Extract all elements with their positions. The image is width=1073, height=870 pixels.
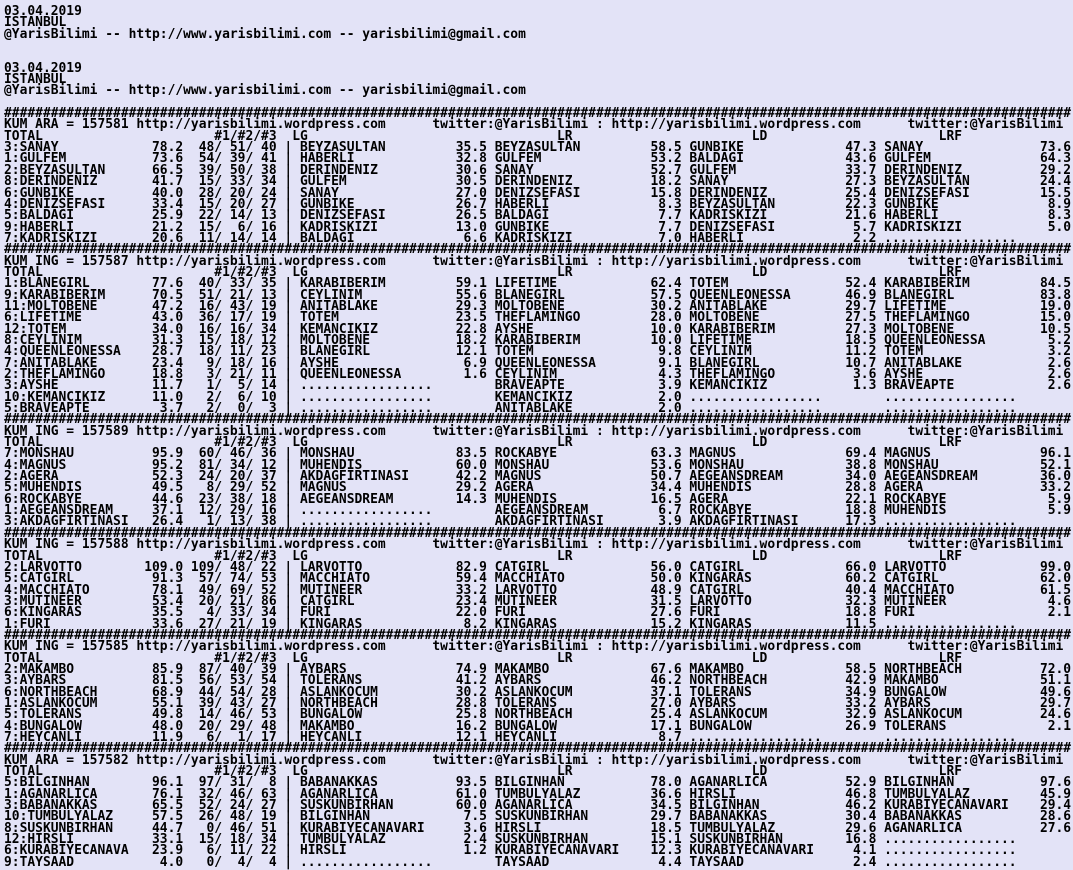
masthead-date: 03.04.2019 <box>4 4 82 19</box>
table-row: 4:BUNGALOW 48.0 20/ 29/ 48 | MAKAMBO 16.… <box>4 718 1072 734</box>
table-row: 7:HEYCANLI 11.9 6/ 1/ 17 | HEYCANLI 12.1… <box>4 730 1017 745</box>
masthead-date: 03.04.2019 <box>4 60 82 76</box>
table-row: 7:ANITABLAKE 23.4 9/ 18/ 16 | AYSHE 6.9 … <box>4 355 1072 371</box>
block-title-line: KUM ING = 157589 http://yarisbilimi.word… <box>4 423 1064 439</box>
table-row: 1:FURI 33.6 27/ 21/ 19 | KINGARAS 8.2 KI… <box>4 616 1017 632</box>
block-separator: ########################################… <box>4 412 1072 428</box>
table-row: 12:TOTEM 34.0 16/ 16/ 34 | KEMANCIKIZ 22… <box>4 321 1072 337</box>
table-row: 1:ASLANKOCUM 55.1 39/ 43/ 27 | NORTHBEAC… <box>4 695 1072 711</box>
table-row: 4:MAGNUS 95.2 81/ 34/ 12 | MUHENDIS 60.0… <box>4 457 1072 473</box>
masthead-contact: @YarisBilimi -- http://www.yarisbilimi.c… <box>4 26 526 42</box>
table-row: 4:MACCHIATO 78.1 49/ 69/ 52 | MUTINEER 3… <box>4 582 1072 598</box>
table-row: 7:MONSHAU 95.9 60/ 46/ 36 | MONSHAU 83.5… <box>4 446 1072 462</box>
table-row: 7:KADRISKIZI 20.6 11/ 14/ 14 | BALDAGI 6… <box>4 230 1017 246</box>
table-row: 3:AYBARS 81.5 56/ 53/ 54 | TOLERANS 41.2… <box>4 673 1072 689</box>
table-row: 5:MUHENDIS 49.5 8/ 29/ 52 | MAGNUS 29.2 … <box>4 480 1072 496</box>
table-row: 3:SANAY 78.2 48/ 51/ 40 | BEYZASULTAN 35… <box>4 140 1072 156</box>
table-row: 2:LARVOTTO 109.0 109/ 48/ 22 | LARVOTTO … <box>4 559 1072 575</box>
table-row: 6:KURABIYECANAVA 23.9 6/ 11/ 22 | HIRSLI… <box>4 843 1017 859</box>
spacer <box>4 51 1073 62</box>
table-row: 6:KINGARAS 35.5 4/ 33/ 34 | FURI 22.0 FU… <box>4 605 1072 621</box>
table-row: 2:AGERA 52.3 24/ 20/ 37 | AKDAGFIRTINASI… <box>4 469 1072 485</box>
column-header-row: TOTAL #1/#2/#3 LG LR LD LRF LA <box>4 650 1073 666</box>
block-title-line: KUM ING = 157588 http://yarisbilimi.word… <box>4 537 1064 553</box>
block-title-line: KUM ARA = 157581 http://yarisbilimi.word… <box>4 117 1064 133</box>
table-row: 8:SUSKUNBIRHAN 44.7 0/ 46/ 51 | KURABIYE… <box>4 820 1072 836</box>
table-row: 1:AEGEANSDREAM 37.1 12/ 29/ 16 | .......… <box>4 503 1072 519</box>
table-row: 6:NORTHBEACH 68.9 44/ 54/ 28 | ASLANKOCU… <box>4 684 1072 700</box>
table-row: 1:GULFEM 73.6 54/ 39/ 41 | HABERLI 32.8 … <box>4 151 1072 167</box>
table-row: 3:BABANAKKAS 65.5 52/ 24/ 27 | SUSKUNBIR… <box>4 798 1072 814</box>
block-separator: ########################################… <box>4 106 1072 122</box>
table-row: 9:HABERLI 21.2 15/ 6/ 16 | KADRISKIZI 13… <box>4 219 1072 235</box>
table-row: 5:BALDAGI 25.9 22/ 14/ 13 | DENIZSEFASI … <box>4 208 1072 224</box>
table-row: 9:KARABIBERIM 70.5 51/ 21/ 13 | CEYLINIM… <box>4 287 1072 303</box>
table-row: 6:LIFETIME 43.0 36/ 17/ 19 | TOTEM 23.5 … <box>4 310 1072 326</box>
block-title-line: KUM ING = 157587 http://yarisbilimi.word… <box>4 253 1064 269</box>
table-row: 5:BILGINHAN 96.1 97/ 31/ 8 | BABANAKKAS … <box>4 775 1072 791</box>
column-header-row: TOTAL #1/#2/#3 LG LR LD LRF LA <box>4 764 1073 780</box>
masthead-city: ISTANBUL <box>4 72 67 88</box>
column-header-row: TOTAL #1/#2/#3 LG LR LD LRF LA <box>4 128 1073 144</box>
table-row: 1:BLANEGIRL 77.6 40/ 33/ 35 | KARABIBERI… <box>4 276 1072 292</box>
table-row: 1:AGANARLICA 76.1 32/ 46/ 63 | AGANARLIC… <box>4 786 1072 802</box>
masthead-city: ISTANBUL <box>4 15 67 31</box>
block-separator: ########################################… <box>4 627 1072 643</box>
table-row: 10:KEMANCIKIZ 11.0 2/ 6/ 10 | ..........… <box>4 389 1017 405</box>
table-row: 2:THEFLAMINGO 18.8 3/ 21/ 11 | QUEENLEON… <box>4 367 1072 382</box>
table-row: 3:AKDAGFIRTINASI 26.4 1/ 13/ 38 | ......… <box>4 514 1017 530</box>
table-row: 5:TOLERANS 49.8 14/ 46/ 53 | BUNGALOW 25… <box>4 707 1072 723</box>
spacer <box>4 40 1073 51</box>
table-row: 4:DENIZSEFASI 33.4 15/ 20/ 27 | GUNBIKE … <box>4 196 1072 212</box>
column-header-row: TOTAL #1/#2/#3 LG LR LD LRF LA <box>4 435 1073 451</box>
table-row: 4:QUEENLEONESSA 28.7 18/ 11/ 23 | BLANEG… <box>4 344 1072 360</box>
column-header-row: TOTAL #1/#2/#3 LG LR LD LRF LA <box>4 548 1073 564</box>
block-separator: ########################################… <box>4 242 1072 258</box>
table-row: 11:MOLTOBENE 47.2 16/ 43/ 19 | ANITABLAK… <box>4 298 1072 314</box>
table-row: 2:BEYZASULTAN 66.5 39/ 50/ 38 | DERINDEN… <box>4 162 1072 178</box>
table-row: 6:ROCKABYE 44.6 23/ 38/ 18 | AEGEANSDREA… <box>4 491 1072 507</box>
block-title-line: KUM ING = 157585 http://yarisbilimi.word… <box>4 639 1064 655</box>
table-row: 5:CATGIRL 91.3 57/ 74/ 53 | MACCHIATO 59… <box>4 571 1072 587</box>
block-title-line: KUM ARA = 157582 http://yarisbilimi.word… <box>4 752 1064 768</box>
table-row: 12:HIRSLI 33.1 15/ 18/ 34 | TUMBULYALAZ … <box>4 832 1017 848</box>
table-row: 8:CEYLINIM 31.3 15/ 18/ 12 | MOLTOBENE 1… <box>4 332 1072 348</box>
masthead-contact: @YarisBilimi -- http://www.yarisbilimi.c… <box>4 83 526 99</box>
table-row: 6:GUNBIKE 40.0 28/ 20/ 24 | SANAY 27.0 D… <box>4 185 1072 201</box>
table-row: 2:MAKAMBO 85.9 87/ 40/ 39 | AYBARS 74.9 … <box>4 661 1072 677</box>
table-row: 8:DERINDENIZ 41.7 15/ 33/ 34 | GULFEM 30… <box>4 174 1072 190</box>
table-row: 10:TUMBULYALAZ 57.5 26/ 48/ 19 | BILGINH… <box>4 809 1072 825</box>
block-separator: ########################################… <box>4 525 1072 541</box>
table-row: 5:BRAVEAPTE 3.7 2/ 0/ 3 | ..............… <box>4 401 1017 417</box>
table-row: 3:AYSHE 11.7 1/ 5/ 14 | ................… <box>4 378 1072 394</box>
column-header-row: TOTAL #1/#2/#3 LG LR LD LRF LA <box>4 264 1073 280</box>
block-separator: ########################################… <box>4 741 1072 757</box>
table-row: 9:TAYSAAD 4.0 0/ 4/ 4 | ................… <box>4 854 1017 870</box>
table-row: 3:MUTINEER 53.4 20/ 21/ 86 | CATGIRL 23.… <box>4 593 1072 609</box>
